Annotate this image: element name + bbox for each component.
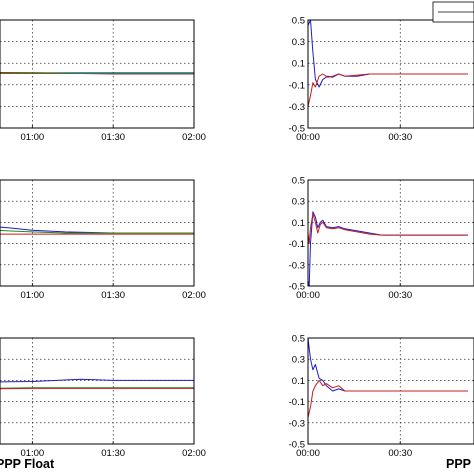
series-line-red bbox=[307, 213, 468, 245]
panel-left-row1: 01:00 01:30 02:00 bbox=[0, 19, 206, 143]
axes-frame bbox=[0, 337, 195, 445]
series-line-blue bbox=[307, 19, 468, 88]
series-line-green bbox=[0, 387, 194, 389]
axes-frame bbox=[307, 19, 474, 129]
x-tick-label: 01:00 bbox=[20, 448, 44, 459]
series-line-blue bbox=[0, 378, 194, 383]
y-tick-label: -0.5 bbox=[289, 440, 305, 451]
y-tick-label: -0.1 bbox=[289, 80, 305, 91]
y-tick-label: -0.3 bbox=[289, 418, 305, 429]
x-tick-label: 00:30 bbox=[388, 448, 412, 459]
panel-right-row2: 00:00 00:30 0.5 0.3 0.1 -0.1 -0.3 -0.5 bbox=[289, 176, 474, 301]
x-tick-label: 01:00 bbox=[20, 290, 44, 301]
y-tick-label: -0.3 bbox=[289, 102, 305, 113]
series-line-blue bbox=[307, 337, 468, 392]
y-tick-label: -0.1 bbox=[289, 397, 305, 408]
left-column-label: PPP Float bbox=[0, 457, 55, 471]
y-tick-label: -0.1 bbox=[289, 239, 305, 250]
y-tick-label: 0.3 bbox=[292, 37, 305, 48]
x-tick-label: 00:30 bbox=[388, 290, 412, 301]
panel-left-row3: 01:00 01:30 02:00 bbox=[0, 337, 206, 459]
y-tick-label: -0.5 bbox=[289, 282, 305, 293]
y-tick-label: 0.1 bbox=[292, 218, 305, 229]
x-tick-label: 01:30 bbox=[101, 448, 125, 459]
x-tick-label: 01:30 bbox=[101, 290, 125, 301]
axes-frame bbox=[0, 179, 195, 287]
y-tick-label: -0.3 bbox=[289, 260, 305, 271]
series-line-red bbox=[307, 73, 468, 107]
x-tick-label: 02:00 bbox=[182, 290, 206, 301]
x-tick-label: 00:00 bbox=[296, 290, 320, 301]
y-tick-label: 0.1 bbox=[292, 59, 305, 70]
panel-right-row3: 00:00 00:30 0.5 0.3 0.1 -0.1 -0.3 -0.5 bbox=[289, 334, 474, 459]
legend bbox=[432, 1, 474, 23]
x-tick-label: 00:00 bbox=[296, 448, 320, 459]
x-tick-label: 02:00 bbox=[182, 448, 206, 459]
x-tick-label: 01:00 bbox=[20, 132, 44, 143]
panels-layer: 01:00 01:30 02:00 00:00 00:30 0.5 0.3 0.1 -0.1 -0… bbox=[0, 16, 474, 459]
y-tick-label: 0.5 bbox=[292, 176, 305, 187]
y-tick-label: 0.5 bbox=[292, 16, 305, 27]
y-tick-label: 0.1 bbox=[292, 376, 305, 387]
x-tick-label: 02:00 bbox=[182, 132, 206, 143]
right-column-label: PPP bbox=[446, 457, 471, 471]
series-line-blue bbox=[307, 211, 468, 287]
x-tick-label: 01:30 bbox=[101, 132, 125, 143]
series-line-red bbox=[307, 379, 468, 418]
panel-right-row1: 00:00 00:30 0.5 0.3 0.1 -0.1 -0.3 -0.5 bbox=[289, 16, 474, 143]
axes-frame bbox=[307, 337, 474, 445]
y-tick-label: -0.5 bbox=[289, 124, 305, 135]
panel-left-row2: 01:00 01:30 02:00 bbox=[0, 179, 206, 301]
axes-frame bbox=[307, 179, 474, 287]
x-tick-label: 00:00 bbox=[296, 132, 320, 143]
y-tick-label: 0.3 bbox=[292, 355, 305, 366]
series-line-green bbox=[0, 229, 194, 234]
series-line-red bbox=[0, 387, 194, 390]
y-tick-label: 0.5 bbox=[292, 334, 305, 345]
y-tick-label: 0.3 bbox=[292, 197, 305, 208]
x-tick-label: 00:30 bbox=[388, 132, 412, 143]
axes-frame bbox=[0, 19, 195, 129]
